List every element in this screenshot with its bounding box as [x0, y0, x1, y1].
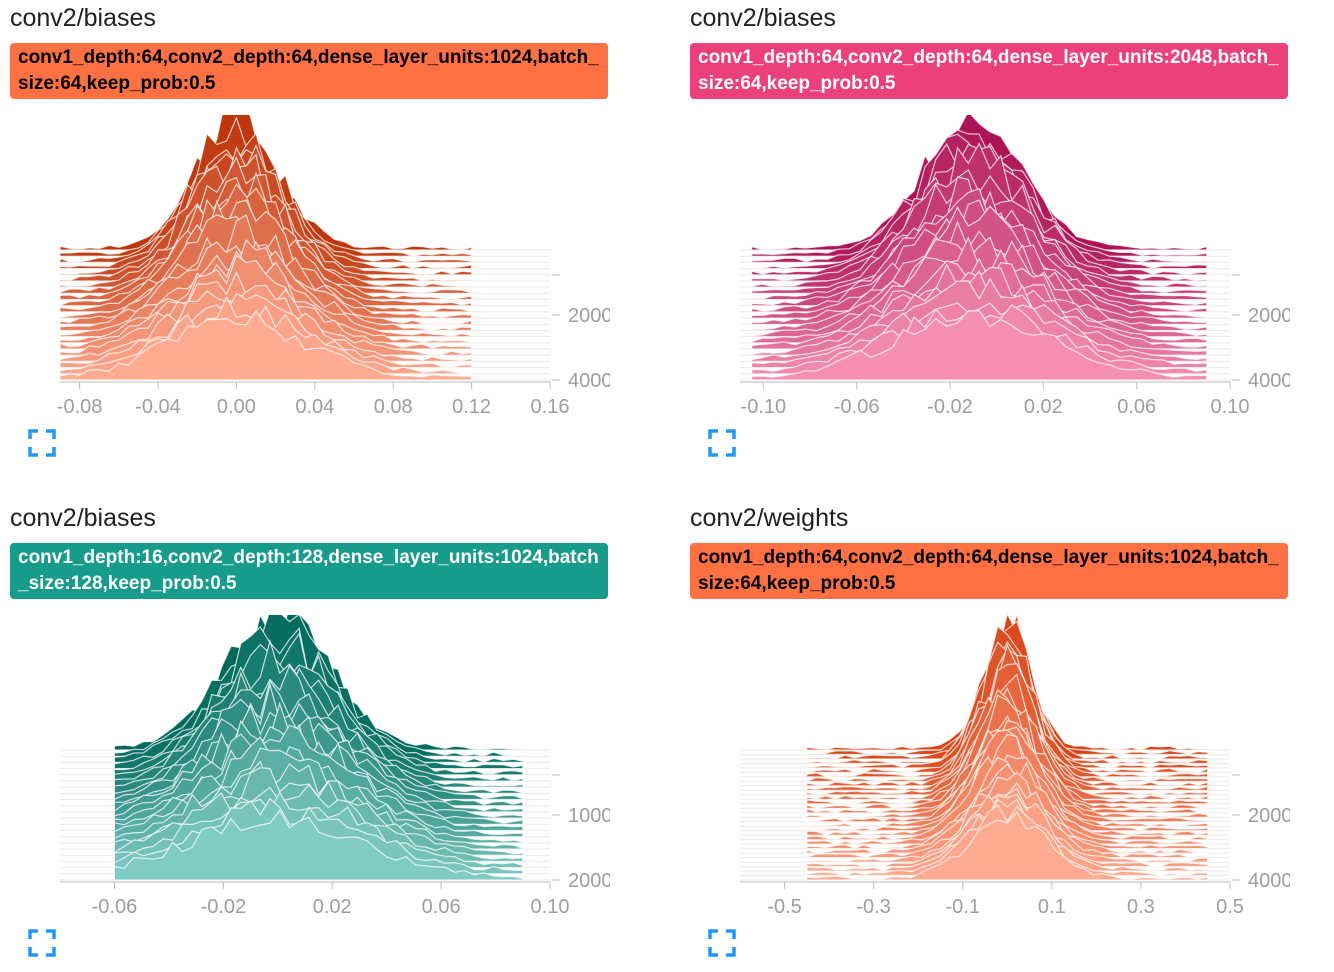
x-tick-label: 0.08 — [374, 396, 413, 418]
x-tick-label: 0.1 — [1038, 896, 1066, 918]
y-tick-label: 2000 — [1248, 805, 1290, 827]
histogram-chart: -0.06 -0.02 0.02 0.06 0.10 1000 2000 — [60, 615, 610, 918]
histogram-chart: -0.08 -0.04 0.00 0.04 0.08 0.12 0.16 2000 4000 — [57, 115, 610, 418]
histogram-slice — [59, 309, 473, 381]
histogram-chart: -0.5 -0.3 -0.1 0.1 0.3 0.5 2000 4000 — [740, 615, 1290, 918]
y-tick-label: 2000 — [1248, 305, 1290, 327]
x-tick-label: -0.06 — [92, 896, 138, 918]
x-tick-label: -0.5 — [767, 896, 801, 918]
histogram-card: conv2/weights conv1_depth:64,conv2_depth… — [690, 500, 1302, 970]
histogram-card: conv2/biases conv1_depth:64,conv2_depth:… — [690, 0, 1302, 470]
y-tick-label: 4000 — [568, 370, 610, 392]
x-tick-label: -0.1 — [945, 896, 979, 918]
x-tick-label: -0.04 — [135, 396, 181, 418]
x-tick-label: 0.12 — [452, 396, 491, 418]
y-tick-label: 4000 — [1248, 870, 1290, 892]
fullscreen-icon[interactable] — [706, 927, 738, 959]
y-tick-label: 2000 — [568, 305, 610, 327]
x-tick-label: 0.02 — [1024, 396, 1063, 418]
x-tick-label: 0.5 — [1216, 896, 1244, 918]
x-tick-label: 0.16 — [531, 396, 570, 418]
run-label-chip: conv1_depth:64,conv2_depth:64,dense_laye… — [10, 43, 608, 99]
fullscreen-icon[interactable] — [706, 427, 738, 459]
histogram-slice — [113, 809, 524, 881]
card-title: conv2/biases — [10, 504, 156, 532]
x-tick-label: 0.3 — [1127, 896, 1155, 918]
x-tick-label: 0.10 — [531, 896, 570, 918]
x-tick-label: -0.02 — [927, 396, 973, 418]
y-tick-label: 4000 — [1248, 370, 1290, 392]
card-title: conv2/biases — [10, 4, 156, 32]
fullscreen-icon[interactable] — [26, 927, 58, 959]
x-tick-label: 0.04 — [295, 396, 334, 418]
x-tick-label: -0.06 — [834, 396, 880, 418]
histogram-slice — [806, 811, 1209, 881]
x-tick-label: -0.02 — [201, 896, 247, 918]
histogram-card: conv2/biases conv1_depth:16,conv2_depth:… — [10, 500, 622, 970]
x-tick-label: -0.3 — [856, 896, 890, 918]
x-tick-label: 0.02 — [313, 896, 352, 918]
run-label-chip: conv1_depth:64,conv2_depth:64,dense_laye… — [690, 43, 1288, 99]
x-tick-label: 0.10 — [1211, 396, 1250, 418]
card-title: conv2/biases — [690, 4, 836, 32]
run-label-chip: conv1_depth:64,conv2_depth:64,dense_laye… — [690, 543, 1288, 599]
x-tick-label: 0.06 — [422, 896, 461, 918]
histogram-slice — [751, 309, 1208, 381]
x-tick-label: 0.06 — [1117, 396, 1156, 418]
x-tick-label: -0.08 — [57, 396, 103, 418]
run-label-chip: conv1_depth:16,conv2_depth:128,dense_lay… — [10, 543, 608, 599]
x-tick-label: -0.10 — [741, 396, 787, 418]
histogram-chart: -0.10 -0.06 -0.02 0.02 0.06 0.10 2000 4000 — [740, 115, 1290, 418]
histogram-card: conv2/biases conv1_depth:64,conv2_depth:… — [10, 0, 622, 470]
y-tick-label: 2000 — [568, 870, 610, 892]
y-tick-label: 1000 — [568, 805, 610, 827]
x-tick-label: 0.00 — [217, 396, 256, 418]
fullscreen-icon[interactable] — [26, 427, 58, 459]
card-title: conv2/weights — [690, 504, 849, 532]
